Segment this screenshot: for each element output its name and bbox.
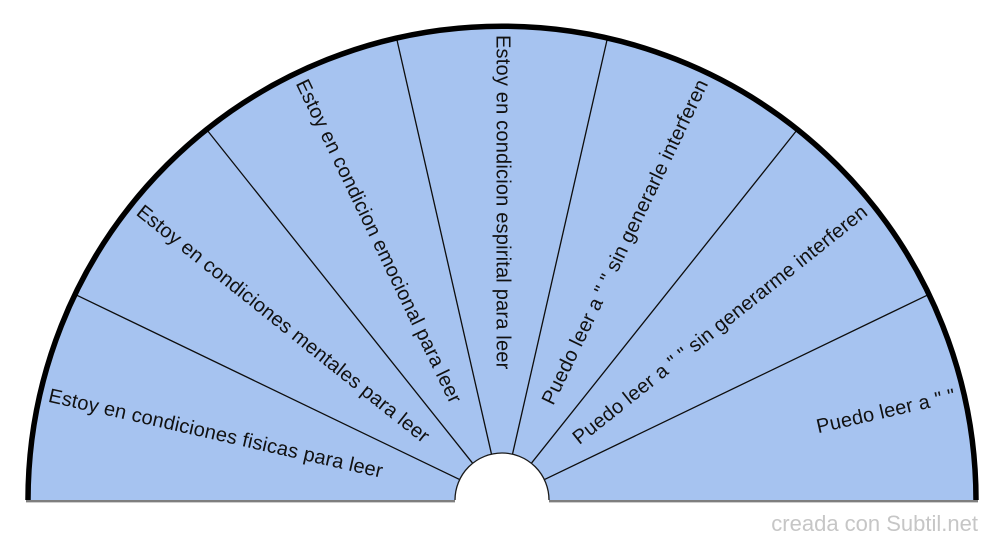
segment-dividers <box>74 37 930 481</box>
segment-wedge-2 <box>74 129 473 480</box>
segment-wedge-1 <box>27 294 460 500</box>
outer-arc <box>25 23 979 501</box>
segment-wedge-4 <box>396 26 608 455</box>
segment-label-4: Estoy en condicion espirital para leer <box>492 35 514 370</box>
segment-wedge-6 <box>531 129 930 480</box>
segment-divider <box>74 293 460 481</box>
segment-divider <box>544 293 930 481</box>
inner-circle-outline <box>454 452 550 501</box>
segment-divider <box>395 37 493 455</box>
segment-wedge-7 <box>544 294 976 500</box>
watermark: creada con Subtil.net <box>771 511 978 536</box>
segment-divider <box>205 128 474 464</box>
segment-divider <box>511 37 609 455</box>
segment-divider <box>530 128 799 464</box>
